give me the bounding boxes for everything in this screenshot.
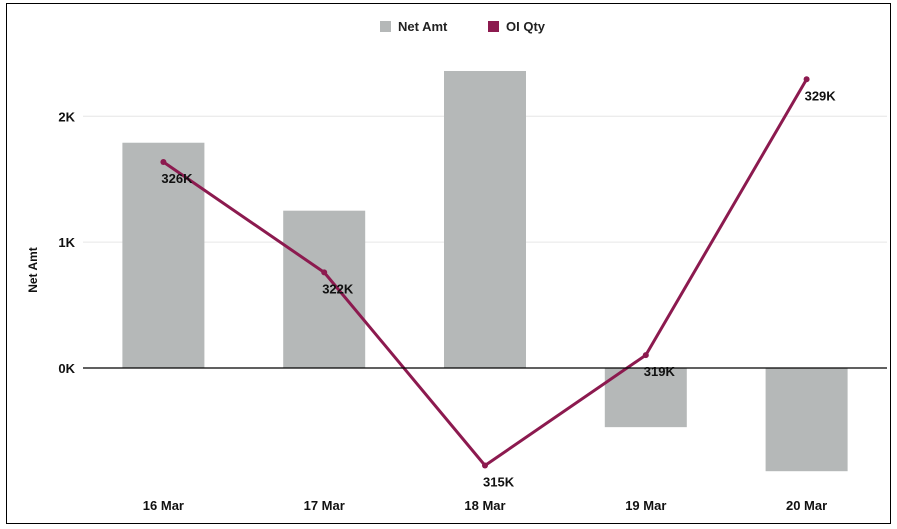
oi-qty-point (803, 76, 810, 83)
y-tick-label: 1K (58, 235, 75, 250)
legend-swatch-oi-qty (488, 21, 499, 32)
oi-qty-point (642, 352, 649, 359)
data-label: 315K (483, 474, 515, 489)
bar-20-mar (765, 368, 848, 472)
x-tick-label: 20 Mar (786, 498, 827, 513)
bar-19-mar (604, 368, 687, 428)
data-label: 326K (161, 171, 193, 186)
line-layer (160, 76, 810, 469)
y-axis-title: Net Amt (26, 247, 40, 293)
chart-svg: 326K 322K 315K 319K 329K 0K 1K 2K Net Amt 16 Mar… (26, 19, 887, 513)
legend: Net Amt OI Qty (380, 19, 546, 34)
x-tick-label: 18 Mar (464, 498, 505, 513)
data-label: 322K (322, 281, 354, 296)
oi-qty-point (321, 269, 328, 276)
bar-layer (122, 70, 848, 472)
y-tick-label: 2K (58, 109, 75, 124)
x-tick-label: 19 Mar (625, 498, 666, 513)
oi-qty-point (482, 462, 488, 469)
data-label: 329K (805, 88, 837, 103)
x-tick-label: 17 Mar (304, 498, 345, 513)
y-tick-label: 0K (58, 361, 75, 376)
axis-layer: 0K 1K 2K Net Amt 16 Mar 17 Mar 18 Mar 19 Mar 20 … (26, 109, 887, 513)
chart-frame: 326K 322K 315K 319K 329K 0K 1K 2K Net Amt 16 Mar… (6, 3, 891, 524)
legend-label-net-amt: Net Amt (398, 19, 448, 34)
data-label: 319K (644, 364, 676, 379)
x-tick-label: 16 Mar (143, 498, 184, 513)
oi-qty-point (160, 159, 167, 166)
bar-17-mar (283, 210, 366, 368)
legend-label-oi-qty: OI Qty (506, 19, 546, 34)
bar-18-mar (444, 70, 526, 368)
legend-swatch-net-amt (380, 21, 391, 32)
